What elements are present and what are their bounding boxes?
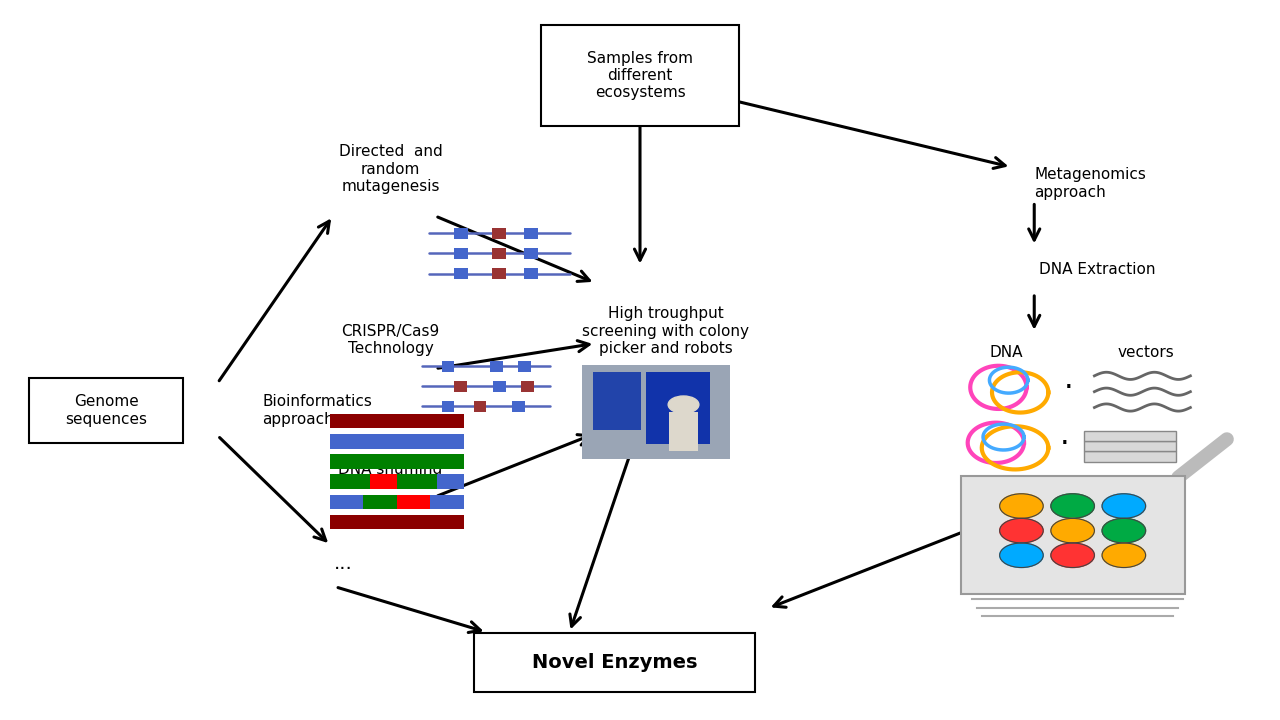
FancyBboxPatch shape [960, 476, 1185, 594]
Text: Directed  and
random
mutagenesis: Directed and random mutagenesis [338, 144, 443, 194]
Bar [525, 268, 539, 279]
Bar [518, 361, 531, 372]
Bar [582, 365, 730, 459]
Text: Bioinformatics
approach: Bioinformatics approach [262, 395, 372, 426]
Bar [521, 381, 534, 392]
Bar [593, 372, 641, 430]
Bar [430, 495, 465, 509]
Circle shape [1051, 494, 1094, 518]
Bar [474, 401, 486, 412]
Bar [330, 495, 364, 509]
Circle shape [1102, 494, 1146, 518]
Bar [397, 474, 438, 489]
Text: ...: ... [334, 554, 352, 572]
Text: CRISPR/Cas9
Technology: CRISPR/Cas9 Technology [342, 324, 439, 356]
Circle shape [1102, 518, 1146, 543]
Bar [525, 248, 539, 259]
Text: DNA Extraction: DNA Extraction [1039, 263, 1156, 277]
Circle shape [1000, 494, 1043, 518]
Circle shape [1051, 543, 1094, 567]
Bar [493, 248, 507, 259]
Text: Samples from
different
ecosystems: Samples from different ecosystems [588, 50, 692, 101]
Text: Metagenomics
approach: Metagenomics approach [1034, 167, 1146, 200]
Bar [454, 268, 468, 279]
Bar [330, 515, 465, 529]
Bar [330, 474, 370, 489]
Bar [454, 381, 467, 392]
Bar [493, 268, 507, 279]
Bar [454, 228, 468, 239]
FancyBboxPatch shape [29, 378, 183, 443]
Bar [512, 401, 525, 412]
Bar [646, 372, 710, 444]
Text: ·: · [1064, 374, 1074, 403]
Text: Genome
sequences: Genome sequences [65, 395, 147, 426]
Circle shape [1051, 518, 1094, 543]
FancyBboxPatch shape [1084, 451, 1176, 462]
Circle shape [1102, 543, 1146, 567]
Bar [454, 248, 468, 259]
Circle shape [668, 396, 699, 413]
Circle shape [1000, 518, 1043, 543]
Bar [330, 414, 465, 428]
Bar [438, 474, 465, 489]
FancyBboxPatch shape [1084, 431, 1176, 441]
Text: vectors: vectors [1117, 346, 1174, 360]
Text: DNA: DNA [989, 346, 1023, 360]
FancyBboxPatch shape [474, 633, 755, 692]
Bar [525, 228, 539, 239]
Bar [370, 474, 397, 489]
FancyBboxPatch shape [540, 25, 740, 126]
Bar [669, 412, 698, 451]
Bar [442, 361, 454, 372]
Text: ·: · [1060, 431, 1070, 459]
Bar [493, 381, 506, 392]
Bar [493, 228, 507, 239]
Bar [330, 434, 465, 449]
Bar [330, 454, 465, 469]
FancyBboxPatch shape [1084, 441, 1176, 451]
Bar [397, 495, 430, 509]
Bar [442, 401, 454, 412]
Text: Novel Enzymes: Novel Enzymes [531, 653, 698, 672]
Circle shape [1000, 543, 1043, 567]
Bar [490, 361, 503, 372]
Text: DNA shuffling: DNA shuffling [338, 462, 443, 477]
Bar [364, 495, 397, 509]
Text: High troughput
screening with colony
picker and robots: High troughput screening with colony pic… [582, 306, 749, 356]
